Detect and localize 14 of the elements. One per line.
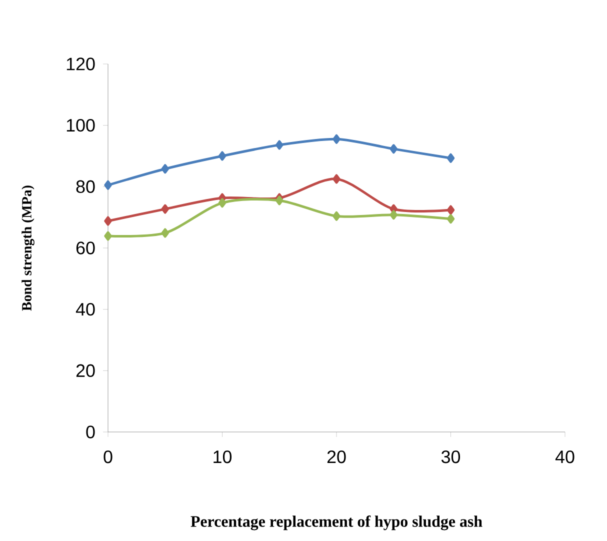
y-tick-label: 20 — [76, 364, 95, 377]
y-tick-label: 120 — [66, 58, 95, 70]
x-tick-label: 20 — [327, 450, 346, 464]
y-tick-label: 60 — [76, 242, 95, 254]
y-axis-title: Bond strength (MPa) — [22, 186, 34, 311]
x-tick-label: 40 — [555, 450, 574, 464]
x-tick-label: 0 — [104, 450, 112, 464]
y-tick-label: 40 — [76, 302, 95, 316]
y-tick-label: 80 — [76, 180, 95, 193]
y-tick-label: 100 — [66, 118, 95, 132]
x-tick-label: 10 — [214, 450, 232, 464]
x-axis-title: Percentage replacement of hypo sludge ash — [190, 516, 482, 530]
x-tick-label: 30 — [441, 450, 460, 464]
y-tick-label: 0 — [86, 426, 95, 438]
